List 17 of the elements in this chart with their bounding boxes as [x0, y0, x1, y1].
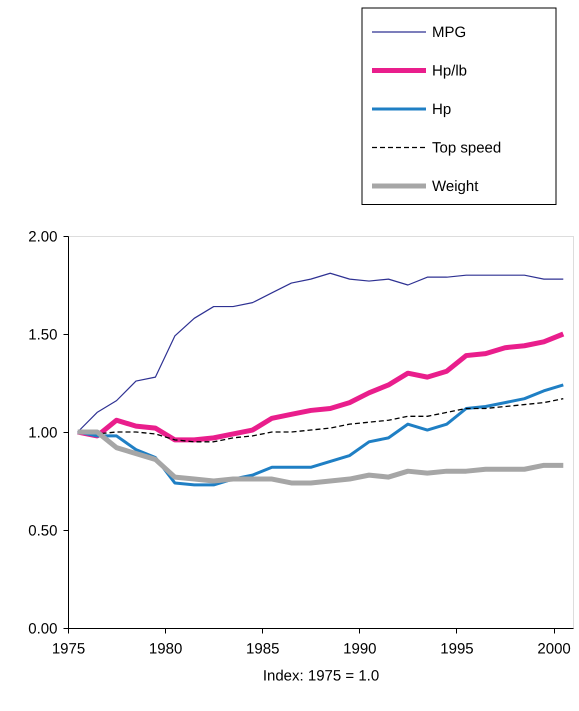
x-tick-label: 1975	[52, 640, 86, 658]
y-tick-label: 1.50	[28, 326, 58, 344]
y-tick-label: 0.50	[28, 522, 58, 540]
x-tick-label: 1995	[440, 640, 474, 658]
y-tick-label: 0.00	[28, 620, 58, 638]
x-tick-label: 1990	[343, 640, 377, 658]
y-tick-label: 1.00	[28, 424, 58, 442]
legend-label: Top speed	[432, 140, 502, 156]
x-tick-label: 1980	[148, 640, 182, 658]
y-tick-label: 2.00	[28, 228, 58, 246]
x-tick-label: 1985	[246, 640, 280, 658]
legend-label: Weight	[432, 178, 480, 195]
x-axis-title: Index: 1975 = 1.0	[262, 668, 380, 684]
x-tick-label: 2000	[537, 640, 571, 658]
legend-label: Hp/lb	[432, 62, 468, 80]
legend-label: Hp	[432, 101, 452, 118]
legend-label: MPG	[432, 24, 466, 41]
